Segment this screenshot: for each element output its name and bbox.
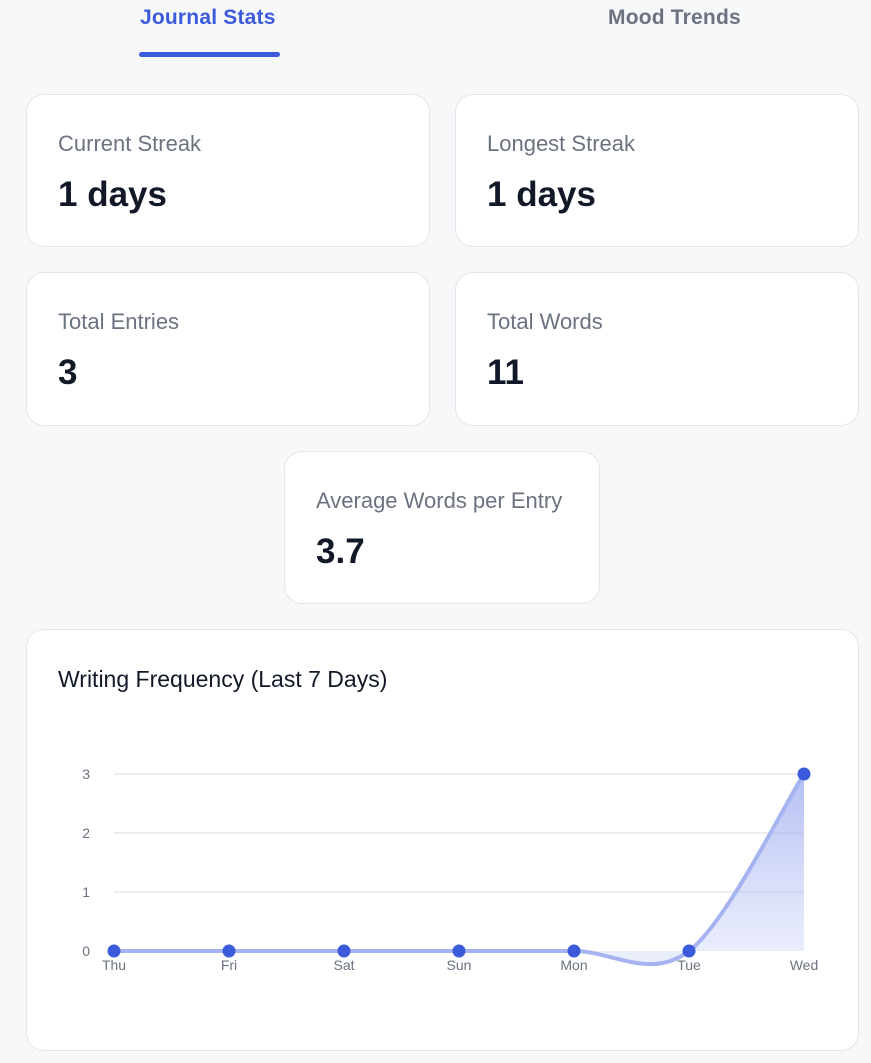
y-tick-label: 1 <box>82 884 90 900</box>
x-tick-label: Sun <box>447 957 472 973</box>
total-entries-card: Total Entries 3 <box>26 272 430 426</box>
chart-title: Writing Frequency (Last 7 Days) <box>58 666 388 692</box>
data-point-tue[interactable] <box>682 944 696 958</box>
x-tick-label: Fri <box>221 957 237 973</box>
longest-streak-label: Longest Streak <box>487 131 635 156</box>
x-tick-label: Sat <box>333 957 354 973</box>
x-tick-label: Wed <box>790 957 819 973</box>
data-point-thu[interactable] <box>107 944 121 958</box>
y-tick-label: 2 <box>82 825 90 841</box>
current-streak-value: 1 days <box>58 175 167 214</box>
average-words-label: Average Words per Entry <box>316 488 563 513</box>
data-point-wed[interactable] <box>797 767 811 781</box>
current-streak-card: Current Streak 1 days <box>26 94 430 247</box>
x-tick-label: Tue <box>677 957 701 973</box>
x-tick-label: Thu <box>102 957 126 973</box>
total-words-value: 11 <box>487 353 524 392</box>
current-streak-label: Current Streak <box>58 131 202 156</box>
writing-frequency-card: Writing Frequency (Last 7 Days) 0 1 2 3 Thu F… <box>26 629 859 1051</box>
longest-streak-card: Longest Streak 1 days <box>455 94 859 247</box>
data-point-fri[interactable] <box>222 944 236 958</box>
y-tick-label: 0 <box>82 943 90 959</box>
active-tab-indicator <box>139 52 280 57</box>
tab-mood-trends[interactable]: Mood Trends <box>608 6 741 29</box>
tab-journal-stats[interactable]: Journal Stats <box>140 6 276 29</box>
total-words-card: Total Words 11 <box>455 272 859 426</box>
y-tick-label: 3 <box>82 766 90 782</box>
longest-streak-value: 1 days <box>487 175 596 214</box>
total-words-label: Total Words <box>487 309 603 334</box>
total-entries-label: Total Entries <box>58 309 180 334</box>
tab-bar: Journal Stats Mood Trends <box>0 0 871 60</box>
writing-frequency-chart: 0 1 2 3 Thu Fri Sat Sun Mon Tue Wed <box>82 766 819 973</box>
data-point-mon[interactable] <box>567 944 581 958</box>
total-entries-value: 3 <box>58 353 78 392</box>
data-point-sat[interactable] <box>337 944 351 958</box>
x-tick-label: Mon <box>560 957 587 973</box>
data-point-sun[interactable] <box>452 944 466 958</box>
average-words-value: 3.7 <box>316 532 365 571</box>
series-line <box>112 772 806 967</box>
series-area <box>114 774 804 965</box>
average-words-card: Average Words per Entry 3.7 <box>284 451 600 604</box>
